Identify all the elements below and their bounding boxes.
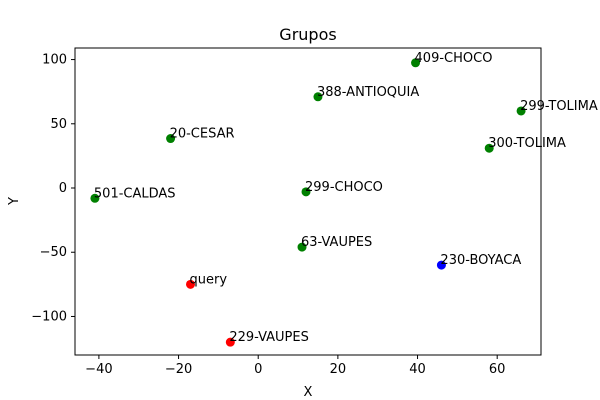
- y-tick-label: 50: [50, 117, 67, 132]
- data-point: [484, 143, 494, 153]
- data-point: [313, 92, 323, 102]
- labels-layer: 409-CHOCO 388-ANTIOQUIA 299-TOLIMA 20-CESAR…: [94, 51, 598, 345]
- y-tick-label: 100: [42, 53, 67, 68]
- point-label: 20-CESAR: [170, 127, 235, 142]
- data-point: [436, 260, 446, 270]
- point-label: 230-BOYACA: [440, 253, 521, 268]
- x-tick-label: 20: [330, 362, 347, 377]
- x-tick-label: 60: [489, 362, 506, 377]
- y-axis: −100 −50 0 50 100: [31, 53, 75, 324]
- data-point: [186, 279, 196, 289]
- x-tick-label: −20: [165, 362, 192, 377]
- plot-frame: [74, 47, 542, 356]
- chart-title: Grupos: [279, 25, 336, 44]
- point-label: 229-VAUPES: [229, 330, 309, 345]
- point-label: 300-TOLIMA: [488, 136, 566, 151]
- y-tick-label: 0: [59, 181, 67, 196]
- point-label: query: [190, 272, 228, 287]
- data-point: [166, 134, 176, 144]
- point-label: 299-TOLIMA: [520, 99, 598, 114]
- x-tick-label: 40: [409, 362, 426, 377]
- data-point: [297, 242, 307, 252]
- x-axis: −40 −20 0 20 40 60: [85, 355, 505, 377]
- x-tick-label: −40: [85, 362, 112, 377]
- point-label: 63-VAUPES: [301, 235, 372, 250]
- data-point: [411, 58, 421, 68]
- y-axis-label: Y: [7, 197, 22, 206]
- point-label: 388-ANTIOQUIA: [317, 85, 419, 100]
- data-point: [225, 337, 235, 347]
- point-label: 501-CALDAS: [94, 186, 176, 201]
- point-label: 299-CHOCO: [305, 180, 383, 195]
- point-label: 409-CHOCO: [415, 51, 493, 66]
- y-tick-label: −50: [40, 245, 67, 260]
- x-tick-label: 0: [254, 362, 262, 377]
- points-layer: [90, 58, 526, 347]
- data-point: [516, 106, 526, 116]
- data-point: [90, 193, 100, 203]
- data-point: [301, 187, 311, 197]
- x-axis-label: X: [304, 385, 313, 400]
- y-tick-label: −100: [31, 309, 67, 324]
